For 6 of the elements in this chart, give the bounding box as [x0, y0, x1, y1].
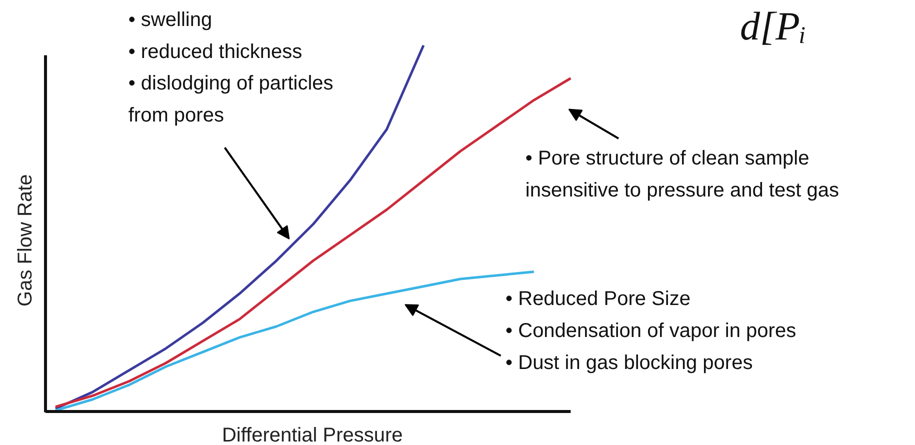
- annotation: • swelling • reduced thickness • dislodging of particles from pores: [128, 8, 334, 127]
- text: d[Pᵢ: [740, 3, 806, 48]
- y-axis-title: Gas Flow Rate: [14, 174, 37, 306]
- x-axis-title: Differential Pressure: [222, 424, 403, 445]
- annotation: • Reduced Pore Size • Condensation of vapor in pores • Dust in gas blocking pores: [506, 288, 796, 374]
- annotation: • Pore structure of clean sample insensitive to pressure and test gas: [525, 148, 839, 202]
